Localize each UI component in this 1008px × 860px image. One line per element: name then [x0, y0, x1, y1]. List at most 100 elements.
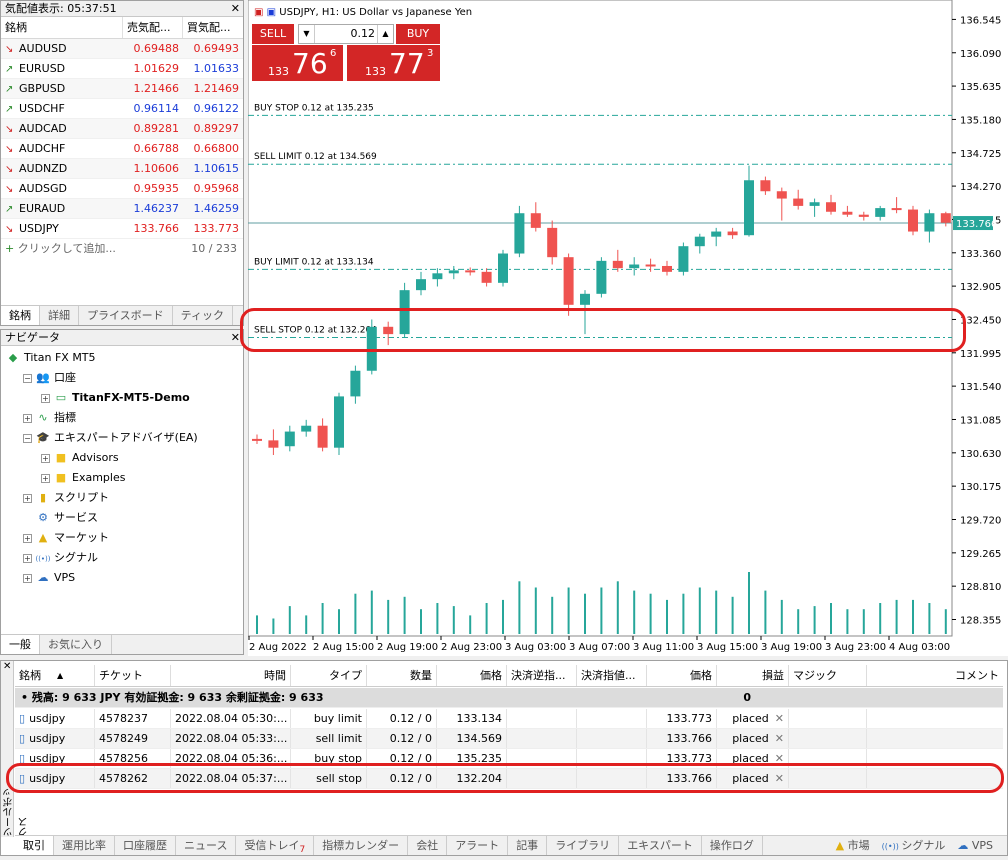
order-row[interactable]: ▯ usdjpy 4578237 2022.08.04 05:30:... buy li…	[15, 709, 1003, 729]
col-ask[interactable]: 買気配...	[187, 21, 231, 34]
tab-ticks[interactable]: ティック	[173, 306, 234, 325]
nav-item[interactable]: + ▭ TitanFX-MT5-Demo	[1, 388, 243, 408]
tab-symbols[interactable]: 銘柄	[1, 306, 40, 325]
cell-ticket: 4578249	[95, 729, 171, 748]
tab-favorites[interactable]: お気に入り	[40, 635, 112, 654]
expand-icon[interactable]: +	[23, 493, 32, 503]
status-item[interactable]: ▲ 市場	[830, 836, 876, 855]
collapse-icon[interactable]: −	[23, 373, 32, 383]
nav-item[interactable]: + ∿ 指標	[1, 408, 243, 428]
nav-item[interactable]: − 👥 口座	[1, 368, 243, 388]
toolbox-tab[interactable]: アラート	[447, 836, 509, 855]
expand-icon[interactable]: +	[23, 533, 32, 543]
toolbox-tab[interactable]: ライブラリ	[547, 836, 620, 855]
symbol-row[interactable]: ↗ EURUSD 1.01629 1.01633	[1, 59, 243, 79]
candle-body	[711, 231, 722, 237]
toolbox-tab[interactable]: 会社	[408, 836, 448, 855]
volume-up-icon[interactable]: ▲	[377, 25, 393, 43]
toolbox-tab[interactable]: エキスパート	[619, 836, 702, 855]
expand-icon[interactable]: +	[41, 473, 50, 483]
col-header[interactable]: 時間	[171, 665, 291, 686]
y-tick-label: 129.720	[960, 515, 1001, 526]
close-icon[interactable]: ✕	[3, 661, 12, 672]
symbol-row[interactable]: ↘ AUDCHF 0.66788 0.66800	[1, 139, 243, 159]
col-header[interactable]: 価格	[647, 665, 717, 686]
close-icon[interactable]: ✕	[774, 772, 784, 785]
expand-icon[interactable]: +	[41, 453, 50, 463]
col-header[interactable]: 決済指値...	[577, 665, 647, 686]
expand-icon[interactable]: +	[23, 573, 32, 583]
toolbox-tab[interactable]: 取引	[15, 836, 54, 855]
order-row[interactable]: ▯ usdjpy 4578256 2022.08.04 05:36:... buy st…	[15, 749, 1003, 769]
col-header[interactable]: 数量	[367, 665, 437, 686]
symbol-row[interactable]: ↗ EURAUD 1.46237 1.46259	[1, 199, 243, 219]
buy-button[interactable]: BUY	[396, 24, 440, 44]
col-header[interactable]: 価格	[437, 665, 507, 686]
current-price-tag	[953, 216, 993, 231]
tab-priceboard[interactable]: プライスボード	[79, 306, 173, 325]
order-row[interactable]: ▯ usdjpy 4578262 2022.08.04 05:37:... sell s…	[15, 769, 1003, 789]
expand-icon[interactable]: +	[41, 393, 50, 403]
toolbox-tab[interactable]: 受信トレイ7	[236, 836, 315, 855]
nav-item[interactable]: + ▮ スクリプト	[1, 488, 243, 508]
toolbox-tab[interactable]: 操作ログ	[702, 836, 763, 855]
symbol-row[interactable]: ↘ USDJPY 133.766 133.773	[1, 219, 243, 239]
nav-item[interactable]: + ▲ マーケット	[1, 528, 243, 548]
expand-icon[interactable]: +	[23, 413, 32, 423]
symbol-row[interactable]: ↘ AUDNZD 1.10606 1.10615	[1, 159, 243, 179]
sort-asc-icon[interactable]: ▲	[57, 671, 64, 680]
order-doc-icon: ▯	[19, 772, 26, 785]
toolbox-tab[interactable]: 記事	[508, 836, 548, 855]
expand-icon[interactable]: +	[23, 553, 32, 563]
toolbox-tab[interactable]: 指標カレンダー	[314, 836, 409, 855]
chart-title: ▣ ▣ USDJPY, H1: US Dollar vs Japanese Ye…	[254, 6, 472, 20]
cell-state: placed ✕	[717, 729, 789, 748]
nav-item[interactable]: + ■ Advisors	[1, 448, 243, 468]
tab-details[interactable]: 詳細	[40, 306, 79, 325]
candle-body	[940, 213, 951, 223]
symbol-row[interactable]: ↗ GBPUSD 1.21466 1.21469	[1, 79, 243, 99]
toolbox-tab[interactable]: ニュース	[176, 836, 237, 855]
status-item[interactable]: ☁ VPS	[951, 836, 999, 855]
add-symbol-row[interactable]: + クリックして追加... 10 / 233	[1, 239, 243, 259]
symbol-row[interactable]: ↗ USDCHF 0.96114 0.96122	[1, 99, 243, 119]
order-row[interactable]: ▯ usdjpy 4578249 2022.08.04 05:33:... sell l…	[15, 729, 1003, 749]
col-header[interactable]: マジック	[789, 665, 867, 686]
nav-item[interactable]: + ((•)) シグナル	[1, 548, 243, 568]
sell-price-box[interactable]: 133 76 6	[252, 45, 343, 81]
col-header[interactable]: 決済逆指...	[507, 665, 577, 686]
col-header[interactable]: 銘柄	[15, 665, 95, 686]
nav-item[interactable]: − 🎓 エキスパートアドバイザ(EA)	[1, 428, 243, 448]
symbol-row[interactable]: ↘ AUDCAD 0.89281 0.89297	[1, 119, 243, 139]
close-icon[interactable]: ✕	[230, 331, 240, 344]
volume-input[interactable]: 0.12	[350, 27, 376, 40]
sell-button[interactable]: SELL	[252, 24, 294, 44]
toolbox-tab[interactable]: 口座履歴	[115, 836, 176, 855]
nav-item[interactable]: ⚙ サービス	[1, 508, 243, 528]
col-header[interactable]: 損益	[717, 665, 789, 686]
nav-item-label: Advisors	[72, 451, 119, 464]
buy-price-box[interactable]: 133 77 3	[347, 45, 440, 81]
symbol-row[interactable]: ↘ AUDSGD 0.95935 0.95968	[1, 179, 243, 199]
symbol-row[interactable]: ↘ AUDUSD 0.69488 0.69493	[1, 39, 243, 59]
nav-item[interactable]: + ■ Examples	[1, 468, 243, 488]
col-symbol[interactable]: 銘柄	[1, 17, 123, 38]
close-icon[interactable]: ✕	[230, 2, 240, 15]
status-item[interactable]: ((•)) シグナル	[876, 836, 952, 855]
col-header[interactable]: チケット	[95, 665, 171, 686]
col-header[interactable]: コメント	[955, 669, 999, 682]
add-symbol-label[interactable]: + クリックして追加...	[5, 239, 116, 259]
nav-item[interactable]: + ☁ VPS	[1, 568, 243, 588]
collapse-icon[interactable]: −	[23, 433, 32, 443]
close-icon[interactable]: ✕	[774, 752, 784, 765]
tab-common[interactable]: 一般	[1, 635, 40, 654]
col-header[interactable]: タイプ	[291, 665, 367, 686]
col-bid[interactable]: 売気配...	[123, 17, 183, 38]
close-icon[interactable]: ✕	[774, 712, 784, 725]
volume-down-icon[interactable]: ▼	[299, 25, 315, 43]
close-icon[interactable]: ✕	[774, 732, 784, 745]
price-chart[interactable]: 136.545 136.090 135.635 135.180 134.725 134.2…	[248, 0, 1008, 656]
chart-window[interactable]: 136.545 136.090 135.635 135.180 134.725 134.2…	[248, 0, 1008, 656]
nav-item[interactable]: ◆ Titan FX MT5	[1, 348, 243, 368]
toolbox-tab[interactable]: 運用比率	[54, 836, 115, 855]
